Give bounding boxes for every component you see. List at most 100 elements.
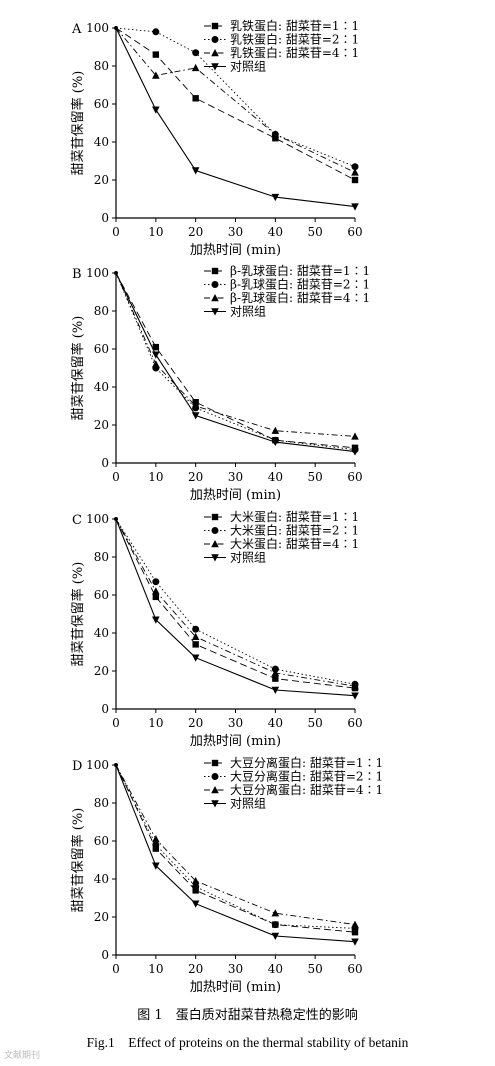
y-axis-label: 甜菜苷保留率 (%): [70, 562, 86, 667]
y-tick-label: 100: [86, 266, 109, 280]
data-point: [351, 163, 359, 171]
data-point: [152, 578, 160, 586]
data-point: [192, 49, 200, 57]
x-tick-label: 0: [112, 225, 120, 239]
y-tick-label: 80: [94, 550, 109, 564]
x-tick-label: 0: [112, 962, 120, 976]
x-tick-label: 40: [268, 225, 283, 239]
legend-marker: [211, 308, 219, 316]
x-tick-label: 0: [112, 716, 120, 730]
legend-label: 对照组: [230, 797, 266, 811]
y-tick-label: 0: [101, 211, 109, 225]
legend-label: 乳铁蛋白: 甜菜苷=1∶1: [230, 18, 359, 33]
legend-label: 大豆分离蛋白: 甜菜苷=2∶1: [230, 769, 383, 784]
legend-marker: [211, 267, 219, 275]
legend-label: 乳铁蛋白: 甜菜苷=2∶1: [230, 32, 359, 47]
data-point: [152, 593, 160, 601]
data-point: [152, 106, 160, 114]
y-tick-label: 20: [94, 910, 109, 924]
legend-label: β-乳球蛋白: 甜菜苷=1∶1: [230, 263, 370, 278]
x-axis-label: 加热时间 (min): [190, 734, 281, 749]
data-point: [271, 438, 280, 447]
data-point: [192, 625, 200, 633]
data-point: [351, 920, 359, 928]
y-tick-label: 80: [94, 796, 109, 810]
data-point: [271, 909, 280, 917]
x-tick-label: 10: [148, 470, 163, 484]
x-tick-label: 10: [148, 962, 163, 976]
legend-label: 大豆分离蛋白: 甜菜苷=4∶1: [230, 782, 383, 797]
data-point: [191, 654, 200, 662]
data-point: [152, 28, 160, 36]
x-tick-label: 30: [228, 962, 243, 976]
y-tick-label: 60: [94, 342, 109, 356]
figure-caption-english: Fig.1 Effect of proteins on the thermal …: [86, 1035, 409, 1050]
legend-marker: [211, 49, 219, 57]
legend-marker: [211, 36, 219, 43]
data-point: [152, 351, 160, 359]
data-point: [152, 616, 160, 624]
data-point-origin: [114, 763, 118, 767]
data-point: [351, 203, 359, 211]
legend-label: 大米蛋白: 甜菜苷=4∶1: [230, 536, 359, 551]
legend-marker: [211, 281, 219, 288]
data-point-origin: [114, 517, 118, 521]
legend-marker: [211, 773, 219, 780]
data-point: [271, 932, 280, 940]
legend-label: 大米蛋白: 甜菜苷=2∶1: [230, 523, 359, 538]
x-tick-label: 10: [148, 225, 163, 239]
data-point: [272, 675, 279, 682]
x-tick-label: 30: [228, 716, 243, 730]
y-tick-label: 40: [94, 872, 109, 886]
legend-label: 对照组: [230, 60, 266, 74]
y-tick-label: 0: [101, 456, 109, 470]
data-point: [271, 921, 279, 929]
data-point: [192, 641, 199, 648]
panel-label: B: [72, 267, 82, 282]
x-tick-label: 20: [188, 716, 203, 730]
data-point: [191, 412, 200, 420]
y-tick-label: 60: [94, 588, 109, 602]
y-axis-label: 甜菜苷保留率 (%): [70, 808, 86, 913]
data-point: [351, 432, 359, 440]
x-tick-label: 60: [347, 470, 362, 484]
legend-label: 对照组: [230, 305, 266, 319]
panel-label: C: [72, 513, 82, 528]
y-tick-label: 60: [94, 97, 109, 111]
x-tick-label: 30: [228, 225, 243, 239]
legend-marker: [211, 527, 219, 534]
data-point: [271, 193, 280, 202]
data-point: [271, 426, 280, 434]
y-tick-label: 40: [94, 626, 109, 640]
data-point: [191, 632, 200, 640]
legend-label: 乳铁蛋白: 甜菜苷=4∶1: [230, 45, 359, 60]
series-line-1: [115, 272, 356, 449]
x-axis-label: 加热时间 (min): [190, 980, 281, 995]
legend-label: 大豆分离蛋白: 甜菜苷=1∶1: [230, 755, 383, 770]
data-point: [351, 448, 359, 456]
data-point: [152, 587, 160, 595]
data-point: [152, 51, 160, 58]
legend-label: 大米蛋白: 甜菜苷=1∶1: [230, 509, 359, 524]
data-point: [191, 167, 200, 175]
panel-label: D: [72, 759, 82, 774]
data-point: [152, 71, 160, 79]
legend-marker: [211, 554, 219, 562]
data-point: [191, 63, 200, 72]
data-point-origin: [114, 26, 118, 30]
legend-marker: [211, 759, 219, 767]
data-point: [271, 668, 280, 677]
x-tick-label: 10: [148, 716, 163, 730]
panel-label: A: [71, 22, 82, 37]
legend-marker: [211, 513, 219, 521]
data-point-origin: [114, 271, 118, 275]
y-tick-label: 60: [94, 834, 109, 848]
x-tick-label: 40: [268, 962, 283, 976]
x-tick-label: 40: [268, 716, 283, 730]
y-tick-label: 20: [94, 418, 109, 432]
data-point: [351, 929, 359, 936]
data-point: [351, 938, 359, 946]
series-line-3: [115, 518, 356, 687]
x-tick-label: 0: [112, 470, 120, 484]
